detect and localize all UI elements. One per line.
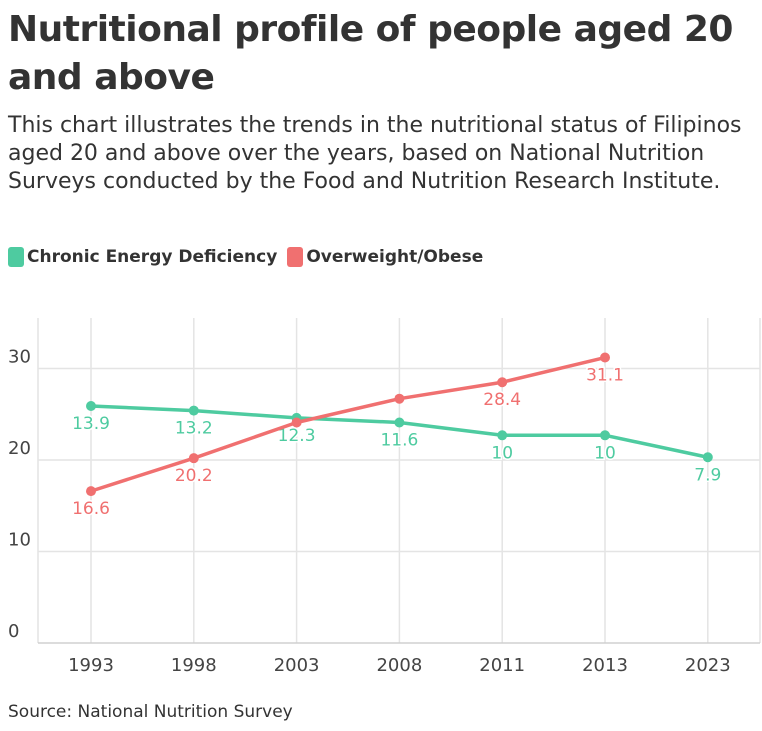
y-tick-label: 10 (8, 530, 31, 551)
data-label-overweight-obese: 20.2 (175, 466, 213, 486)
legend-label-overweight-obese: Overweight/Obese (306, 247, 484, 267)
x-tick-label: 2011 (479, 655, 525, 676)
data-label-overweight-obese: 16.6 (72, 499, 110, 519)
x-tick-label: 2008 (376, 655, 422, 676)
data-label-chronic-energy-deficiency: 13.2 (175, 419, 213, 439)
x-tick-label: 1998 (171, 655, 217, 676)
y-tick-label: 30 (8, 347, 31, 368)
chart-subtitle: This chart illustrates the trends in the… (8, 113, 742, 194)
x-tick-label: 1993 (68, 655, 114, 676)
x-tick-label: 2013 (582, 655, 628, 676)
source-note: Source: National Nutrition Survey (8, 702, 293, 722)
data-point-overweight-obese (497, 377, 508, 388)
chart-title: Nutritional profile of people aged 20 an… (8, 9, 733, 98)
data-label-chronic-energy-deficiency: 13.9 (72, 414, 110, 434)
x-tick-label: 2023 (685, 655, 731, 676)
data-point-overweight-obese (600, 352, 610, 363)
data-point-chronic-energy-deficiency (394, 417, 405, 428)
legend-swatch-chronic-energy-deficiency (8, 247, 24, 267)
data-point-chronic-energy-deficiency (86, 401, 96, 412)
legend: Chronic Energy Deficiency Overweight/Obe… (8, 244, 493, 270)
data-label-chronic-energy-deficiency: 10 (491, 443, 513, 463)
legend-swatch-overweight-obese (287, 247, 304, 267)
data-label-overweight-obese: 31.1 (586, 366, 624, 386)
data-point-chronic-energy-deficiency (497, 430, 508, 441)
series-line-overweight-obese (89, 355, 607, 493)
data-label-chronic-energy-deficiency: 10 (594, 443, 616, 463)
data-point-overweight-obese (394, 393, 405, 404)
data-point-overweight-obese (188, 453, 199, 464)
data-point-chronic-energy-deficiency (600, 430, 610, 441)
data-label-overweight-obese: 28.4 (483, 390, 521, 410)
data-point-overweight-obese (86, 486, 96, 497)
data-label-chronic-energy-deficiency: 12.3 (278, 426, 316, 446)
y-tick-label: 0 (8, 621, 19, 642)
x-tick-label: 2003 (274, 655, 320, 676)
legend-item-chronic-energy-deficiency[interactable]: Chronic Energy Deficiency (8, 247, 277, 267)
data-point-overweight-obese (291, 417, 302, 428)
legend-label-chronic-energy-deficiency: Chronic Energy Deficiency (27, 247, 278, 267)
y-tick-label: 20 (8, 438, 31, 459)
legend-item-overweight-obese[interactable]: Overweight/Obese (287, 247, 483, 267)
data-label-chronic-energy-deficiency: 11.6 (380, 430, 418, 450)
data-point-chronic-energy-deficiency (702, 452, 713, 463)
data-point-chronic-energy-deficiency (188, 405, 199, 416)
data-label-chronic-energy-deficiency: 7.9 (694, 465, 721, 485)
line-chart: 0 10 20 30 1993 1998 2003 2008 2011 2013 2023 13.9 1… (8, 318, 761, 676)
